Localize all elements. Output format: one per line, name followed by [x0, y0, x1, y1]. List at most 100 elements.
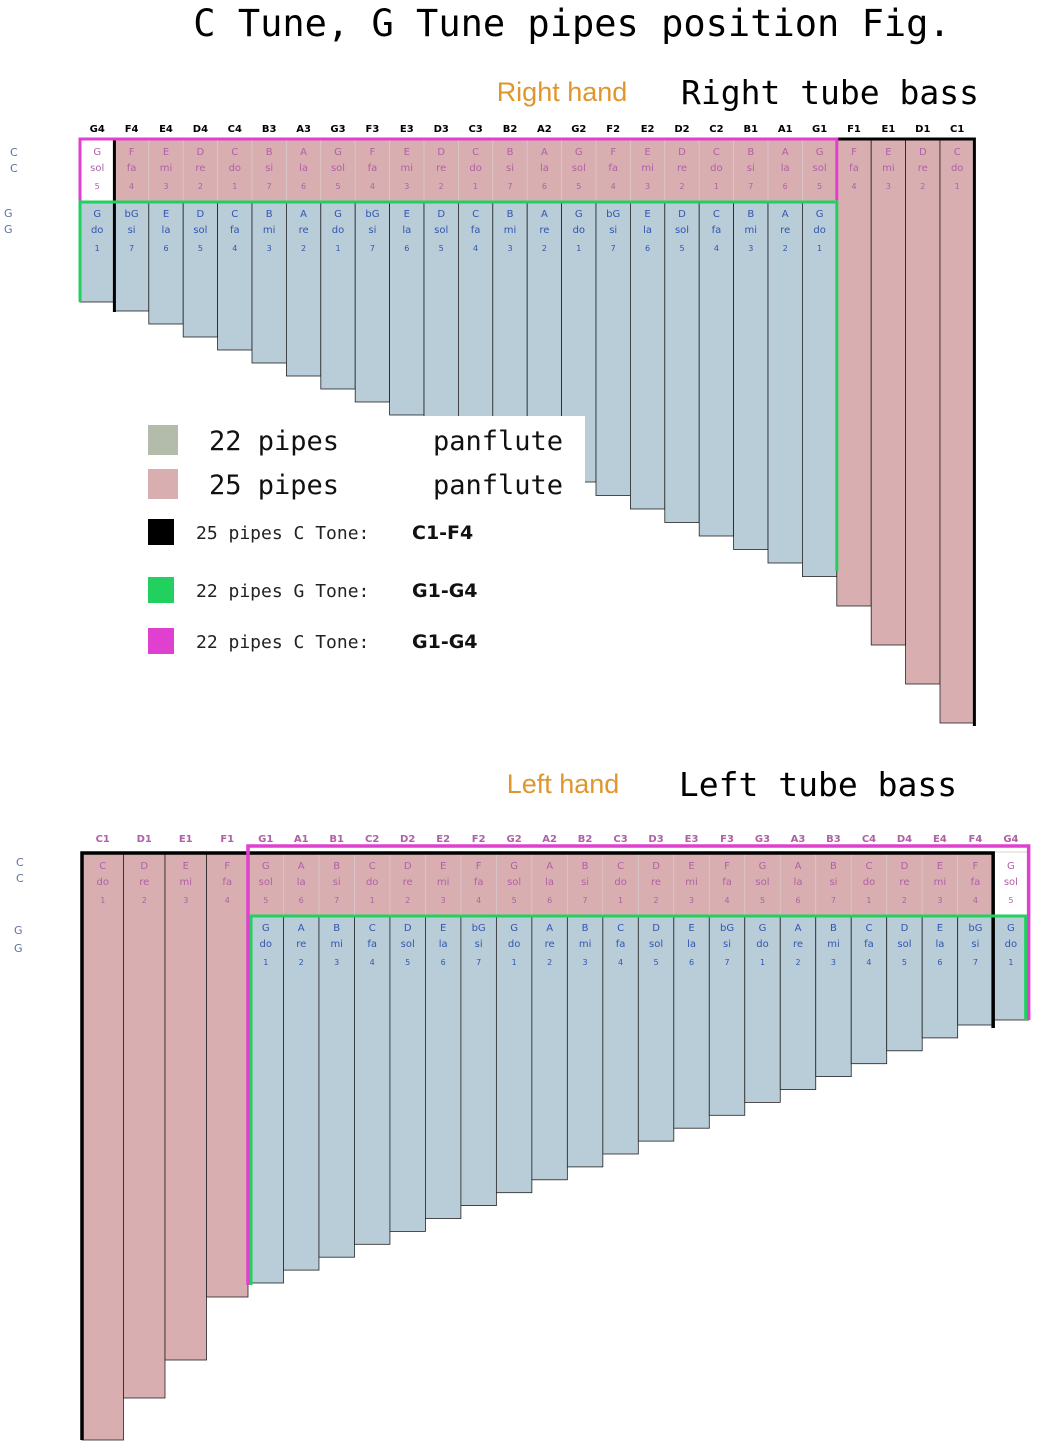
- left-c-cell-solfege: re: [899, 877, 909, 888]
- left-g-cell-letter: E: [937, 923, 943, 934]
- left-g-cell-degree: 1: [263, 958, 268, 967]
- left-pipe: [744, 915, 781, 1103]
- legend-swatch-black: [148, 519, 174, 545]
- left-c-cell-degree: 6: [795, 896, 800, 905]
- left-g-cell-solfege: la: [935, 939, 944, 950]
- right-g-cell-degree: 1: [817, 244, 822, 253]
- right-g-cell-degree: 1: [95, 244, 100, 253]
- right-g-cell-letter: A: [300, 209, 307, 220]
- left-g-cell-degree: 5: [902, 958, 907, 967]
- left-g-cell-solfege: si: [971, 939, 979, 950]
- right-c-cell-degree: 7: [507, 182, 512, 191]
- left-g-cell-solfege: do: [756, 939, 768, 950]
- left-g-cell-letter: A: [546, 923, 553, 934]
- left-pipe: [283, 915, 320, 1271]
- right-pipe: [767, 200, 803, 564]
- right-note-name: C2: [709, 124, 723, 135]
- left-pipe: [206, 851, 249, 1298]
- left-pipe: [495, 915, 533, 1194]
- left-g-cell-degree: 3: [583, 958, 588, 967]
- legend-text: 22 pipes G Tone:: [196, 581, 369, 602]
- left-c-cell-degree: 3: [937, 896, 942, 905]
- right-c-cell-degree: 4: [370, 182, 375, 191]
- right-note-name: D3: [434, 124, 449, 135]
- left-g-cell-solfege: re: [793, 939, 803, 950]
- right-note-name: D2: [674, 124, 689, 135]
- right-c-cell-solfege: sol: [331, 163, 345, 174]
- left-pipe-top: [815, 851, 852, 917]
- right-c-cell-letter: B: [747, 147, 754, 158]
- left-g-cell-degree: 6: [441, 958, 446, 967]
- left-g-cell-solfege: fa: [367, 939, 377, 950]
- right-pipe: [630, 200, 666, 510]
- left-c-cell-letter: B: [582, 861, 589, 872]
- left-row-label-c2: C: [16, 872, 24, 885]
- right-c-cell-degree: 3: [645, 182, 650, 191]
- left-c-cell-letter: B: [333, 861, 340, 872]
- right-note-name: B1: [744, 124, 759, 135]
- left-c-cell-degree: 2: [654, 896, 659, 905]
- right-c-cell-letter: D: [919, 147, 927, 158]
- right-g-cell-solfege: do: [91, 225, 103, 236]
- right-g-cell-solfege: fa: [712, 225, 722, 236]
- left-c-cell-solfege: si: [829, 877, 837, 888]
- left-row-label-g2: G: [14, 942, 23, 955]
- left-pipe: [957, 915, 994, 1026]
- left-note-name: E1: [179, 834, 193, 845]
- left-pipe-top: [744, 851, 781, 917]
- right-g-cell-letter: E: [404, 209, 410, 220]
- right-g-cell-letter: C: [713, 209, 720, 220]
- right-c-cell-solfege: do: [951, 163, 963, 174]
- left-note-name: A3: [791, 834, 806, 845]
- left-note-name: D1: [137, 834, 152, 845]
- left-c-cell-degree: 2: [902, 896, 907, 905]
- left-g-cell-solfege: mi: [579, 939, 592, 950]
- left-note-name: D3: [648, 834, 663, 845]
- left-note-name: E4: [933, 834, 947, 845]
- left-c-cell-degree: 5: [263, 896, 268, 905]
- right-note-name: A1: [778, 124, 793, 135]
- left-g-cell-degree: 7: [724, 958, 729, 967]
- left-g-cell-letter: D: [404, 923, 412, 934]
- right-c-cell-solfege: mi: [401, 163, 414, 174]
- right-c-cell-degree: 2: [920, 182, 925, 191]
- right-g-cell-letter: A: [782, 209, 789, 220]
- right-pipe-top: [526, 138, 563, 202]
- right-pipe-top: [802, 138, 838, 202]
- left-c-cell-degree: 6: [299, 896, 304, 905]
- right-c-cell-solfege: si: [506, 163, 514, 174]
- right-c-cell-degree: 2: [198, 182, 203, 191]
- left-c-cell-degree: 3: [441, 896, 446, 905]
- left-note-name: F3: [720, 834, 734, 845]
- right-c-cell-solfege: do: [229, 163, 241, 174]
- legend-swatch-pink: [148, 469, 178, 499]
- right-c-cell-letter: C: [713, 147, 720, 158]
- legend-swatch-gray: [148, 425, 178, 455]
- right-g-cell-letter: A: [541, 209, 548, 220]
- right-g-cell-letter: B: [507, 209, 514, 220]
- right-g-cell-letter: E: [644, 209, 650, 220]
- left-g-cell-degree: 2: [547, 958, 552, 967]
- left-c-cell-solfege: do: [863, 877, 875, 888]
- right-pipe: [836, 138, 872, 607]
- right-note-name: C4: [228, 124, 242, 135]
- right-c-cell-solfege: la: [540, 163, 549, 174]
- left-pipe-top: [566, 851, 604, 917]
- right-c-cell-letter: E: [885, 147, 891, 158]
- left-g-cell-solfege: mi: [330, 939, 343, 950]
- left-g-cell-letter: G: [759, 923, 767, 934]
- right-c-cell-degree: 7: [267, 182, 272, 191]
- right-g-cell-letter: B: [266, 209, 273, 220]
- right-g-cell-solfege: do: [573, 225, 585, 236]
- right-c-cell-degree: 6: [542, 182, 547, 191]
- right-row-label-g: G: [4, 207, 13, 220]
- left-g-cell-letter: bG: [720, 923, 734, 934]
- right-g-cell-degree: 7: [611, 244, 616, 253]
- legend-count: 25 pipes: [209, 470, 339, 501]
- right-c-cell-letter: F: [370, 147, 376, 158]
- right-g-cell-degree: 2: [301, 244, 306, 253]
- left-note-name: D4: [897, 834, 912, 845]
- right-g-cell-solfege: si: [609, 225, 617, 236]
- right-c-cell-degree: 5: [335, 182, 340, 191]
- left-c-cell-solfege: do: [614, 877, 626, 888]
